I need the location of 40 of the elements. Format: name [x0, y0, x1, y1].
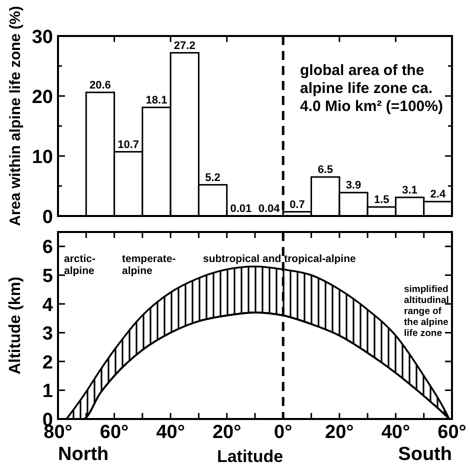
annotation: global area of the alpine life zone ca. 4.0 Mio km² (=100%): [300, 62, 443, 115]
x-tick-label: 60°: [438, 422, 466, 443]
x-axis-title: Latitude: [216, 447, 284, 466]
y-tick-label: 20: [32, 86, 53, 108]
data-label: 0.01: [230, 202, 252, 215]
y-tick-label: 0: [42, 206, 53, 228]
y-tick-label: 1: [42, 381, 54, 402]
data-label: 10.7: [118, 138, 140, 151]
y-axis-title: Altitude (km): [7, 276, 24, 374]
x-tick-label: 60°: [100, 422, 129, 443]
x-tick-label: 20°: [212, 422, 242, 443]
y-tick-label: 6: [42, 237, 53, 258]
annotation: subtropical and tropical-alpine: [203, 253, 356, 265]
data-label: 27.2: [174, 40, 196, 52]
x-tick-label: 40°: [381, 422, 410, 443]
data-label: 5.2: [205, 172, 220, 184]
x-tick-label: 20°: [325, 422, 354, 443]
y-axis-title: Area within alpine life zone (%): [7, 6, 24, 226]
data-label: 3.9: [346, 180, 362, 192]
data-label: 3.1: [402, 184, 418, 196]
annotation: simplified altitudinal range of the alpine life zone: [404, 284, 449, 339]
y-tick-label: 5: [42, 266, 54, 287]
data-label: 6.5: [318, 164, 334, 176]
data-label: 2.4: [430, 188, 446, 201]
y-tick-label: 30: [32, 26, 53, 48]
data-label: 20.6: [90, 79, 111, 92]
y-tick-label: 2: [42, 352, 53, 374]
y-tick-label: 4: [42, 294, 54, 316]
data-label: 0.7: [290, 198, 305, 211]
data-label: 0.04: [258, 202, 281, 215]
y-tick-label: 10: [32, 146, 53, 168]
data-label: 1.5: [374, 194, 390, 206]
x-tick-label: 0°: [274, 422, 292, 443]
annotation: arctic- alpine: [64, 253, 96, 277]
x-tick-label: 40°: [156, 422, 185, 443]
y-tick-label: 3: [42, 324, 53, 345]
data-label: 18.1: [146, 94, 168, 106]
text: North: [58, 444, 109, 465]
annotation: temperate- alpine: [122, 253, 176, 277]
text: South: [398, 444, 452, 465]
